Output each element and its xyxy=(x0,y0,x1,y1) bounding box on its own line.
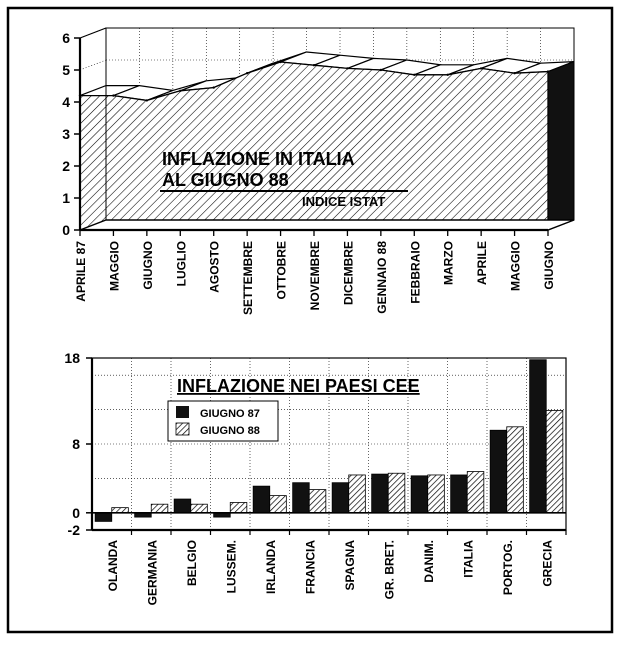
area-point-aprile-12 xyxy=(479,67,483,70)
area-chart-x-ticks: APRILE 87 MAGGIO GIUGNO LUGLIO AGOSTO SETTEMB… xyxy=(74,230,556,315)
area-chart-subtitle: INDICE ISTAT xyxy=(302,194,385,209)
x-tick-label-febbraio-10: FEBBRAIO xyxy=(408,241,422,304)
area-point-dicembre-8 xyxy=(346,67,349,70)
legend-swatch-giugno-88 xyxy=(175,422,190,436)
x-tick-label-maggio-13: MAGGIO xyxy=(509,241,523,291)
bar-x-tick-label-belgio: BELGIO xyxy=(185,540,199,586)
area-end-face xyxy=(547,60,575,231)
x-tick-label-luglio-3: LUGLIO xyxy=(174,241,188,286)
floor xyxy=(79,219,575,231)
x-tick-label-marzo-11: MARZO xyxy=(442,241,456,285)
bar-chart: -20 8 18 OLANDA GERMANIA BELGIO LUSSEM. IRLAND… xyxy=(64,350,567,606)
area-point-novembre-7 xyxy=(312,63,316,67)
area-point-giugno-2 xyxy=(145,99,149,102)
bar-olanda-giugno-87 xyxy=(94,512,113,522)
bar-italia-giugno-88 xyxy=(466,471,485,514)
area-chart-title-line-2: AL GIUGNO 88 xyxy=(162,170,289,190)
bar-chart-legend: GIUGNO 87 GIUGNO 88 xyxy=(167,400,279,442)
bar-chart-y-ticks: -20 8 18 xyxy=(64,350,92,538)
bar-chart-x-ticks: OLANDA GERMANIA BELGIO LUSSEM. IRLANDA FRANCI… xyxy=(106,530,567,606)
area-chart-marks xyxy=(78,51,575,231)
bar-italia-giugno-87 xyxy=(450,474,468,514)
bar-spagna-giugno-87 xyxy=(331,482,350,514)
bar-x-tick-label-olanda: OLANDA xyxy=(106,540,120,592)
x-tick-label-giugno-14: GIUGNO xyxy=(542,241,556,290)
x-tick-label-settembre-5: SETTEMBRE xyxy=(241,241,255,315)
area-point-luglio-3 xyxy=(179,89,182,93)
x-tick-label-giugno-2: GIUGNO xyxy=(141,241,155,290)
bar-grecia-giugno-88 xyxy=(545,410,564,514)
bar-spagna-giugno-88 xyxy=(348,474,366,514)
area-point-maggio-13 xyxy=(513,72,516,75)
area-point-settembre-5 xyxy=(245,72,249,75)
bar-x-tick-label-grecia: GRECIA xyxy=(540,540,554,587)
bar-irlanda-giugno-87 xyxy=(252,485,271,514)
bar-portog-giugno-88 xyxy=(506,426,524,514)
bar-belgio-giugno-87 xyxy=(173,498,192,514)
bar-danim-giugno-87 xyxy=(410,475,429,514)
y-tick-label-3: 3 xyxy=(62,126,70,142)
grid-diag-5 xyxy=(79,59,107,71)
area-point-febbraio-10 xyxy=(413,73,416,77)
bar-gr-bret-giugno-88 xyxy=(387,472,406,514)
legend-label-giugno-88: GIUGNO 88 xyxy=(200,425,260,437)
x-tick-label-novembre-7: NOVEMBRE xyxy=(308,241,322,310)
area-front-face xyxy=(79,61,549,231)
bar-y-tick-label-0: 0 xyxy=(72,505,80,521)
bar-portog-giugno-87 xyxy=(489,429,508,514)
area-point-gennaio-88-9 xyxy=(379,68,383,72)
bar-grecia-giugno-87 xyxy=(529,359,547,514)
bar-x-tick-label-lussem: LUSSEM. xyxy=(224,540,238,593)
bar-gr-bret-giugno-87 xyxy=(371,473,389,514)
bar-x-tick-label-spagna: SPAGNA xyxy=(343,540,357,591)
y-tick-label-5: 5 xyxy=(62,62,70,78)
area-point-ottobre-6 xyxy=(279,60,282,64)
bar-x-tick-label-italia: ITALIA xyxy=(461,540,475,578)
x-tick-label-maggio-1: MAGGIO xyxy=(107,241,121,291)
bar-x-tick-label-danim: DANIM. xyxy=(422,540,436,583)
y-tick-label-6: 6 xyxy=(62,30,70,46)
bar-x-tick-label-portog: PORTOG. xyxy=(501,540,515,595)
bar-chart-marks xyxy=(94,359,564,522)
bar-germania-giugno-88 xyxy=(150,503,169,514)
bar-belgio-giugno-88 xyxy=(190,503,208,514)
legend-swatch-giugno-87 xyxy=(176,406,189,418)
bar-y-tick-label-2: -2 xyxy=(68,522,81,538)
x-tick-label-ottobre-6: OTTOBRE xyxy=(275,241,289,299)
y-tick-label-2: 2 xyxy=(62,158,70,174)
x-tick-label-gennaio-88-9: GENNAIO 88 xyxy=(375,241,389,314)
x-tick-label-dicembre-8: DICEMBRE xyxy=(341,241,355,305)
area-point-marzo-11 xyxy=(446,73,449,77)
area-point-maggio-1 xyxy=(112,94,115,97)
bar-y-tick-label-8: 8 xyxy=(72,436,80,452)
x-tick-label-aprile-12: APRILE xyxy=(475,241,489,285)
bar-x-tick-label-irlanda: IRLANDA xyxy=(264,540,278,594)
bar-francia-giugno-88 xyxy=(308,489,327,514)
y-tick-label-4: 4 xyxy=(62,94,70,110)
area-point-agosto-4 xyxy=(212,86,215,89)
bar-chart-title: INFLAZIONE NEI PAESI CEE xyxy=(177,376,420,396)
x-tick-label-aprile-87-0: APRILE 87 xyxy=(74,241,88,302)
bar-lussem-giugno-88 xyxy=(229,502,248,514)
bar-danim-giugno-88 xyxy=(427,474,445,514)
bar-x-tick-label-gr-bret: GR. BRET. xyxy=(382,540,396,599)
area-chart-y-ticks: 0 1 2 3 4 5 6 xyxy=(62,30,80,238)
y-tick-label-0: 0 xyxy=(62,222,70,238)
area-chart: 0 1 2 3 4 5 6 APRILE 87 MAGGIO GIUGNO LUGLIO AGOST… xyxy=(62,27,575,315)
x-tick-label-agosto-4: AGOSTO xyxy=(208,241,222,293)
bar-francia-giugno-87 xyxy=(292,482,310,514)
outer-border xyxy=(6,6,614,634)
area-chart-title-line-1: INFLAZIONE IN ITALIA xyxy=(162,149,355,169)
y-tick-label-1: 1 xyxy=(62,190,70,206)
bar-x-tick-label-germania: GERMANIA xyxy=(145,540,159,606)
bar-x-tick-label-francia: FRANCIA xyxy=(303,540,317,594)
side-edge-top xyxy=(79,27,107,39)
bar-irlanda-giugno-88 xyxy=(269,495,287,514)
bar-y-tick-label-18: 18 xyxy=(64,350,80,366)
legend-label-giugno-87: GIUGNO 87 xyxy=(200,408,260,420)
